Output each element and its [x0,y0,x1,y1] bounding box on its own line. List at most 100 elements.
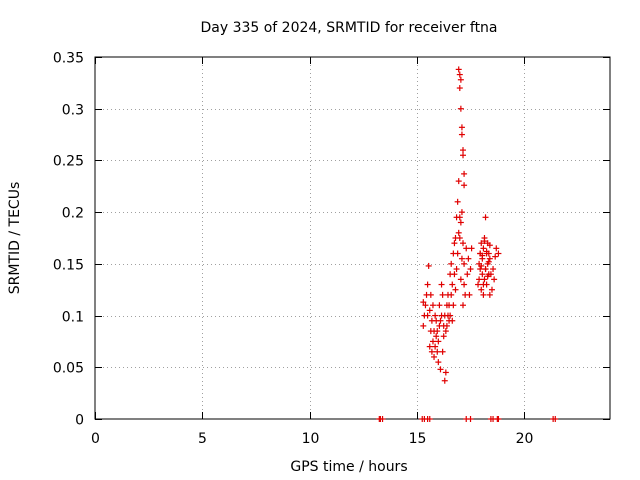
data-point [427,291,434,298]
data-point [460,302,467,309]
data-point [420,299,427,306]
data-point [442,328,449,335]
data-point [490,266,497,273]
data-point [491,276,498,283]
y-tick-label: 0.3 [62,103,84,119]
y-tick-label: 0.25 [53,154,84,170]
data-point [448,291,455,298]
y-tick-label: 0.15 [53,258,84,274]
data-point [467,416,474,422]
data-point [443,322,450,329]
data-point [451,271,458,278]
data-point [453,266,460,273]
data-point [434,328,441,335]
data-point [495,416,502,422]
data-point [465,255,472,262]
data-point [458,209,465,216]
chart-title: Day 335 of 2024, SRMTID for receiver ftn… [200,20,497,36]
axis-ticks: 0 0.05 0.1 0.15 0.2 0.25 0.3 0.35 0 5 10 15 20 [53,51,610,447]
data-point [429,338,436,345]
data-point [438,281,445,288]
data-point [552,416,559,422]
data-point [447,312,454,319]
data-point [425,262,432,269]
data-point [433,333,440,340]
data-point [486,255,493,262]
data-point [464,271,471,278]
data-point [449,317,456,324]
data-point [457,105,464,112]
data-point [432,343,439,350]
data-point [440,333,447,340]
data-point [426,343,433,350]
y-tick-label: 0 [75,413,84,429]
data-point [475,281,482,288]
data-point [452,286,459,293]
x-tick-label: 5 [198,431,207,447]
y-axis-label: SRMTID / TECUs [7,182,23,295]
data-point [457,76,464,83]
data-point [461,170,468,177]
data-point [478,240,485,247]
data-point [436,302,443,309]
data-point [485,258,492,265]
data-point [456,71,463,78]
data-point [437,317,444,324]
x-axis-label: GPS time / hours [290,459,407,475]
data-point [482,266,489,273]
data-point [458,131,465,138]
data-point [437,366,444,373]
data-point [439,291,446,298]
data-point [476,276,483,283]
data-point [457,276,464,283]
data-points [376,66,559,422]
data-point [486,242,493,249]
y-tick-label: 0.05 [53,361,84,377]
data-point [482,214,489,221]
data-point [480,281,487,288]
data-point [450,302,457,309]
data-point [435,338,442,345]
y-tick-label: 0.2 [62,206,84,222]
data-point [478,286,485,293]
data-point [461,182,468,189]
data-point [460,240,467,247]
data-point [495,250,502,257]
y-tick-label: 0.1 [62,310,84,326]
data-point [477,266,484,273]
data-point [442,369,449,376]
data-point [420,322,427,329]
data-point [422,302,429,309]
x-tick-label: 20 [516,431,534,447]
data-point [456,214,463,221]
data-point [379,416,386,422]
data-point [460,147,467,154]
x-tick-label: 15 [409,431,427,447]
data-point [454,198,461,205]
data-point [428,348,435,355]
data-point [454,250,461,257]
data-point [481,238,488,245]
data-point [487,271,494,278]
data-point [455,66,462,73]
data-point [483,248,490,255]
data-point [478,262,485,269]
data-point [457,219,464,226]
data-point [456,235,463,241]
data-point [480,245,487,252]
data-point [468,245,475,252]
grid-lines [95,57,610,419]
data-point [481,276,488,283]
data-point [424,312,431,319]
data-point [439,348,446,355]
data-point [466,291,473,298]
data-point [479,271,486,278]
data-point [424,281,431,288]
data-point [458,255,465,262]
data-point [460,152,467,159]
data-point [484,273,491,280]
data-point [488,286,495,293]
x-tick-label: 10 [302,431,320,447]
data-point [456,85,463,92]
